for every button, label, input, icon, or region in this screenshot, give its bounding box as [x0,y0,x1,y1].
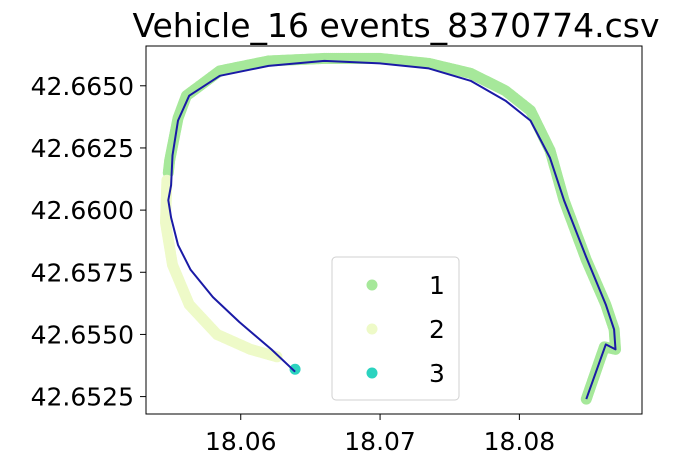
y-tick-label: 42.6600 [31,196,134,225]
x-axis: 18.06 18.07 18.08 [205,414,555,456]
series-3 [289,363,301,375]
legend-marker [366,279,378,291]
y-axis: 42.6525 42.6550 42.6575 42.6600 42.6625 42.66… [31,72,146,412]
y-tick-label: 42.6525 [31,383,134,412]
x-tick-label: 18.06 [205,427,277,456]
legend-marker [366,323,378,335]
data-point [289,363,301,375]
y-tick-label: 42.6625 [31,134,134,163]
legend-box [331,256,460,401]
legend-label: 3 [429,359,445,388]
y-tick-label: 42.6550 [31,320,134,349]
track-line [167,59,617,400]
y-tick-label: 42.6650 [31,72,134,101]
y-tick-label: 42.6575 [31,258,134,287]
x-tick-label: 18.08 [484,427,556,456]
legend-label: 1 [429,271,445,300]
legend-marker [366,367,378,379]
plot-frame [145,45,643,415]
legend-label: 2 [429,315,445,344]
x-tick-label: 18.07 [344,427,416,456]
data-point [271,351,283,363]
legend: 1 2 3 [331,256,460,401]
track-line-group [167,59,617,400]
chart-title: Vehicle_16 events_8370774.csv [132,6,659,45]
